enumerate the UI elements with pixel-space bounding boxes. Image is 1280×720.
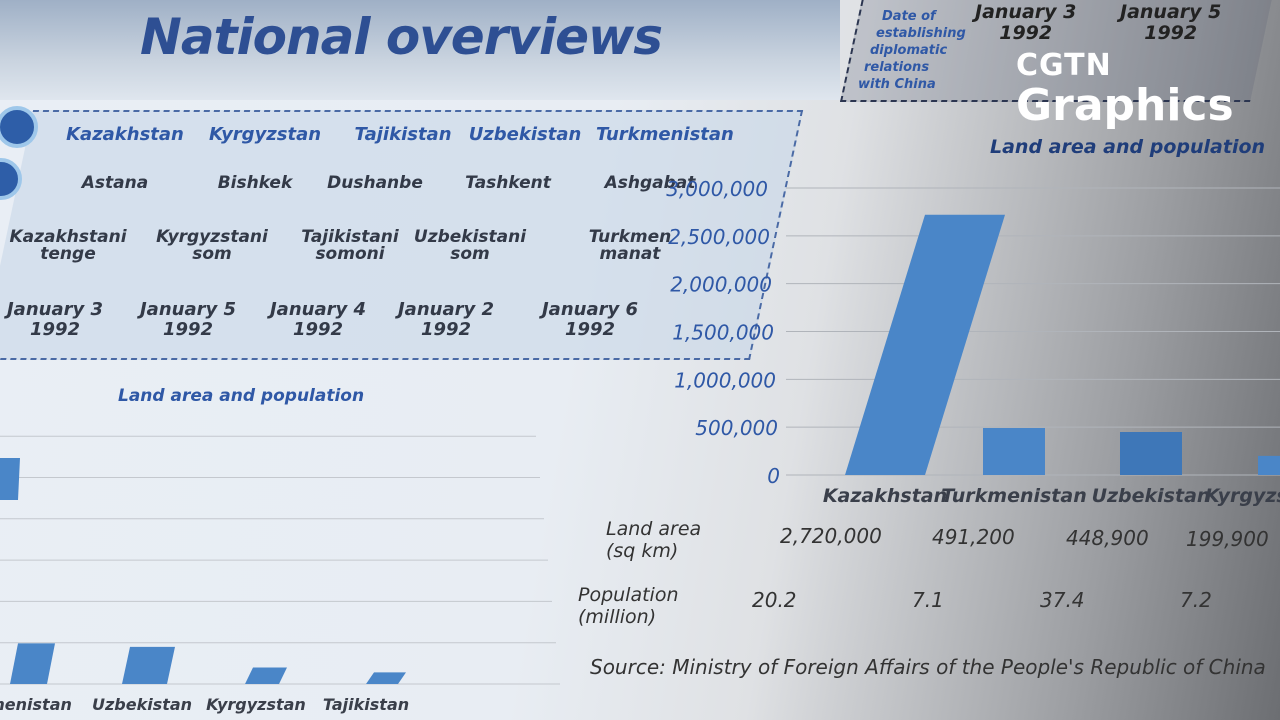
cell-line: 1992 — [162, 319, 214, 340]
mountain-banner — [0, 0, 840, 100]
date-cell: January 3 1992 — [0, 300, 115, 340]
capital-cell: Astana — [81, 173, 149, 193]
cell-line: January 3 — [6, 299, 104, 320]
population-value: 7.1 — [912, 588, 944, 612]
cell-line: Uzbekistani — [413, 227, 527, 247]
capital-cell: Bishkek — [217, 173, 293, 193]
currencie-cell: Kyrgyzstani som — [152, 229, 272, 263]
population-label: Population (million) — [578, 584, 679, 628]
x-tick-label: Kyrgyzstan — [206, 695, 306, 714]
cell-line: January 5 — [139, 299, 237, 320]
y-tick-label: 0 — [767, 464, 780, 488]
countrie-cell: Kyrgyzstan — [208, 124, 322, 145]
cell-line: January 4 — [269, 299, 367, 320]
y-tick-label: 2,500,000 — [668, 225, 770, 249]
date-cell: January 4 1992 — [258, 300, 378, 340]
land-area-value: 448,900 — [1066, 526, 1149, 550]
bar-left-uzbekistan — [122, 646, 175, 684]
date-cell: January 2 1992 — [386, 300, 506, 340]
x-tick-label: Uzbekistan — [92, 695, 192, 714]
diplomatic-label-line: relations — [864, 60, 930, 75]
cell-line: som — [450, 244, 490, 264]
top-date: January 3 1992 — [975, 1, 1077, 44]
land-area-label: Land area (sq km) — [606, 518, 702, 562]
cell-line: Turkmen — [588, 227, 672, 247]
cell-line: 1992 — [292, 319, 344, 340]
y-tick-label: 3,000,000 — [666, 177, 768, 201]
diplomatic-label-line: diplomatic — [870, 43, 948, 58]
cell-line: Tajikistani — [301, 227, 399, 247]
x-tick-label: Tajikistan — [323, 695, 409, 714]
bar-kazakhstan — [845, 214, 1005, 475]
x-tick-label: menistan — [0, 695, 72, 714]
diplomatic-label: Date of establishing diplomatic relations wi… — [858, 8, 966, 93]
bar-turkmenistan — [983, 428, 1045, 475]
cell-line: tenge — [40, 244, 96, 264]
source-note: Source: Ministry of Foreign Affairs of t… — [590, 655, 1266, 679]
diplomatic-label-line: with China — [858, 77, 936, 92]
cgtn-graphics-logo: CGTN Graphics — [1016, 48, 1234, 131]
population-value: 20.2 — [752, 588, 797, 612]
bar-left-kazakhstan — [0, 458, 20, 500]
chart-title-left: Land area and population — [118, 386, 365, 406]
y-tick-label: 1,500,000 — [672, 321, 774, 345]
land-area-value: 199,900 — [1186, 527, 1269, 551]
bar-left-kyrgyzstan — [245, 667, 287, 684]
population-value: 7.2 — [1180, 588, 1212, 612]
cell-line: Kyrgyzstani — [156, 227, 268, 247]
cell-line: som — [192, 244, 232, 264]
diplomatic-label-line: Date of — [882, 9, 936, 24]
date-cell: January 5 1992 — [128, 300, 248, 340]
cell-line: 1992 — [29, 319, 81, 340]
chart-title-right: Land area and population — [990, 136, 1266, 158]
capital-cell: Ashgabat — [604, 173, 696, 193]
globe-icon — [0, 106, 38, 148]
y-tick-label: 500,000 — [695, 416, 778, 440]
cell-line: January 6 — [541, 299, 639, 320]
cell-line: 1992 — [564, 319, 616, 340]
bar-kyrgyzstan — [1258, 455, 1280, 475]
cell-line: Kazakhstani — [9, 227, 127, 247]
x-tick-label: Uzbekistan — [1092, 485, 1211, 507]
land-area-value: 491,200 — [932, 525, 1015, 549]
countrie-cell: Kazakhstan — [66, 124, 184, 145]
countrie-cell: Turkmenistan — [596, 124, 734, 145]
currencie-cell: Uzbekistani som — [410, 229, 530, 263]
cell-line: January 2 — [397, 299, 495, 320]
capital-cell: Tashkent — [465, 173, 551, 193]
bar-uzbekistan — [1120, 432, 1182, 475]
top-date: January 5 1992 — [1120, 1, 1222, 44]
cell-line: manat — [599, 244, 661, 264]
countrie-cell: Uzbekistan — [468, 124, 582, 145]
countrie-cell: Tajikistan — [354, 124, 452, 145]
land-area-value: 2,720,000 — [780, 524, 882, 548]
currencie-cell: Turkmen manat — [570, 229, 690, 263]
currencie-cell: Kazakhstani tenge — [8, 229, 128, 263]
x-tick-label: Kazakhstan — [823, 485, 947, 507]
currencie-cell: Tajikistani somoni — [290, 229, 410, 263]
x-tick-label: Kyrgyzstan — [1205, 485, 1280, 507]
bar-left-turkmenistan — [10, 643, 55, 684]
cell-line: 1992 — [420, 319, 472, 340]
diplomatic-label-line: establishing — [876, 26, 966, 41]
x-tick-label: Turkmenistan — [941, 485, 1087, 507]
cell-line: somoni — [315, 244, 385, 264]
bar-left-tajikistan — [366, 672, 406, 684]
capital-cell: Dushanbe — [327, 173, 423, 193]
y-tick-label: 1,000,000 — [674, 368, 776, 392]
population-value: 37.4 — [1040, 588, 1085, 612]
page-title: National overviews — [140, 8, 663, 66]
date-cell: January 6 1992 — [530, 300, 650, 340]
y-tick-label: 2,000,000 — [670, 273, 772, 297]
